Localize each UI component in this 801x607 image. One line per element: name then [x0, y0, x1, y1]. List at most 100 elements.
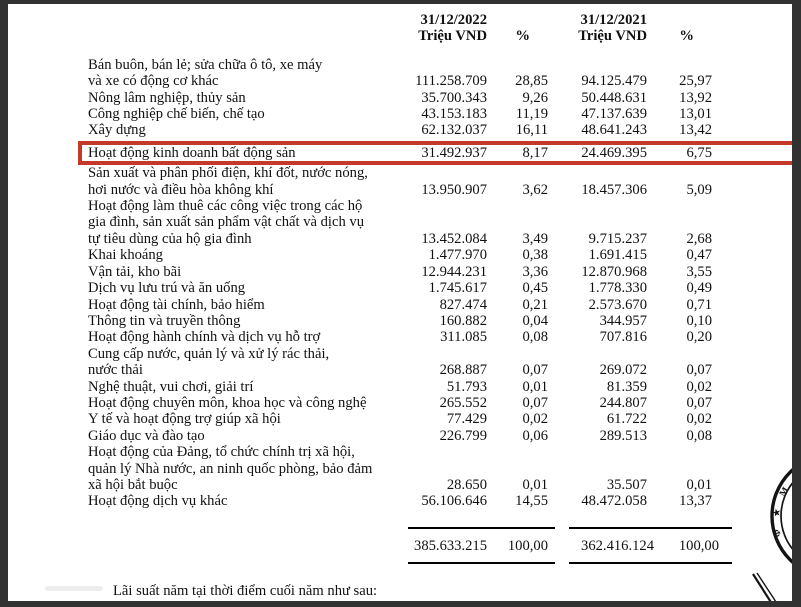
- row-value-2022: 43.153.183: [421, 106, 487, 123]
- row-label-line: quản lý Nhà nước, an ninh quốc phòng, bả…: [88, 460, 373, 477]
- row-pct-2021: 13,01: [679, 106, 712, 123]
- document-page: 31/12/2022 Triệu VND % 31/12/2021 Triệu …: [8, 4, 792, 601]
- row-label-line: Hoạt động dịch vụ khác: [88, 493, 228, 510]
- row-label-line: Nông lâm nghiệp, thủy sản: [88, 89, 246, 106]
- row-value-2021: 269.072: [599, 362, 647, 379]
- row-value-2022: 160.882: [439, 312, 487, 329]
- row-pct-2022: 0,04: [522, 312, 548, 329]
- row-pct-2022: 3,49: [522, 230, 548, 247]
- row-value-2021: 50.448.631: [581, 89, 647, 106]
- row-label-line: Công nghiệp chế biến, chế tạo: [88, 106, 265, 123]
- row-pct-2022: 0,08: [522, 329, 548, 346]
- table-row: Bán buôn, bán lẻ; sửa chữa ô tô, xe máy v…: [88, 57, 792, 90]
- row-pct-2022: 14,55: [515, 493, 548, 510]
- total-value-2021: 362.416.124: [581, 537, 654, 554]
- row-pct-2021: 25,97: [679, 73, 712, 90]
- total-pct-2021: 100,00: [678, 537, 719, 554]
- row-pct-2021: 0,02: [686, 378, 712, 395]
- row-pct-2021: 0,20: [686, 329, 712, 346]
- row-pct-2022: 0,38: [522, 247, 548, 264]
- row-pct-2022: 11,19: [515, 106, 548, 123]
- table-row: Hoạt động làm thuê các công việc trong c…: [88, 198, 792, 247]
- row-value-2021: 289.513: [599, 427, 647, 444]
- table-row: Dịch vụ lưu trú và ăn uống 1.745.617 0,45 1…: [88, 280, 792, 296]
- row-value-2022: 1.745.617: [428, 280, 487, 297]
- table-row: Hoạt động hành chính và dịch vụ hỗ trợ 31…: [88, 329, 792, 345]
- row-value-2021: 1.778.330: [588, 280, 647, 297]
- row-pct-2021: 6,75: [686, 144, 712, 161]
- row-label: Hoạt động dịch vụ khác: [88, 493, 388, 509]
- row-label-line: hơi nước và điều hòa không khí: [88, 181, 274, 198]
- row-label-line: Xây dựng: [88, 122, 146, 139]
- row-pct-2022: 3,36: [522, 263, 548, 280]
- row-label: Dịch vụ lưu trú và ăn uống: [88, 280, 388, 296]
- totals-group-2022: 385.633.215 100,00: [408, 526, 555, 565]
- row-pct-2022: 0,45: [522, 280, 548, 297]
- row-label: Hoạt động hành chính và dịch vụ hỗ trợ: [88, 329, 388, 345]
- row-pct-2021: 13,37: [679, 493, 712, 510]
- row-pct-2021: 13,92: [679, 89, 712, 106]
- row-label-line: Sản xuất và phân phối điện, khí đốt, nướ…: [88, 165, 368, 182]
- row-label-line: Cung cấp nước, quản lý và xử lý rác thải…: [88, 345, 330, 362]
- row-pct-2022: 0,07: [522, 394, 548, 411]
- row-value-2021: 47.137.639: [581, 106, 647, 123]
- row-label: Cung cấp nước, quản lý và xử lý rác thải…: [88, 346, 388, 379]
- row-label-line: Khai khoáng: [88, 247, 163, 264]
- row-value-2022: 311.085: [440, 329, 487, 346]
- row-label-line: Thông tin và truyền thông: [88, 312, 241, 329]
- row-value-2022: 31.492.937: [421, 144, 487, 161]
- header-unit-2021: Triệu VND: [578, 28, 647, 45]
- row-label: Sản xuất và phân phối điện, khí đốt, nướ…: [88, 165, 388, 198]
- row-pct-2021: 5,09: [686, 181, 712, 198]
- row-pct-2022: 9,26: [522, 89, 548, 106]
- row-label: Y tế và hoạt động trợ giúp xã hội: [88, 411, 388, 427]
- table-row: Hoạt động của Đảng, tổ chức chính trị xã…: [88, 444, 792, 493]
- row-label-line: Hoạt động tài chính, bảo hiểm: [88, 296, 265, 313]
- row-label: Thông tin và truyền thông: [88, 313, 388, 329]
- header-period-2022: 31/12/2022: [420, 12, 487, 28]
- row-label-line: Hoạt động của Đảng, tổ chức chính trị xã…: [88, 444, 355, 461]
- row-value-2021: 707.816: [599, 329, 647, 346]
- header-unit-2022: Triệu VND: [418, 28, 487, 45]
- totals-group-2021: 362.416.124 100,00: [569, 526, 732, 565]
- row-pct-2021: 0,08: [686, 427, 712, 444]
- row-label: Hoạt động chuyên môn, khoa học và công n…: [88, 395, 388, 411]
- row-label-line: Dịch vụ lưu trú và ăn uống: [88, 280, 246, 297]
- table-row: Giáo dục và đào tạo 226.799 0,06 289.513 0,0…: [88, 428, 792, 444]
- seal-stamp-icon: M ★ Φ: [752, 468, 792, 601]
- row-pct-2022: 0,21: [522, 296, 548, 313]
- row-value-2021: 48.472.058: [581, 493, 647, 510]
- row-value-2022: 13.950.907: [421, 181, 487, 198]
- row-pct-2021: 0,01: [686, 476, 712, 493]
- table-row: Sản xuất và phân phối điện, khí đốt, nướ…: [88, 165, 792, 198]
- footer-note: Lãi suất năm tại thời điểm cuối năm như …: [113, 583, 378, 600]
- row-pct-2021: 13,42: [679, 122, 712, 139]
- row-label-line: gia đình, sản xuất sản phẩm vật chất và …: [88, 214, 364, 231]
- row-value-2021: 35.507: [606, 476, 647, 493]
- row-label-line: xã hội bắt buộc: [88, 476, 178, 493]
- row-label: Nghệ thuật, vui chơi, giải trí: [88, 379, 388, 395]
- table-row: Thông tin và truyền thông 160.882 0,04 344.…: [88, 313, 792, 329]
- row-label-line: Hoạt động kinh doanh bất động sản: [88, 144, 296, 161]
- row-label: Hoạt động tài chính, bảo hiểm: [88, 297, 388, 313]
- scan-smudge: [45, 586, 103, 591]
- total-pct-2022: 100,00: [507, 537, 548, 554]
- row-pct-2021: 0,47: [686, 247, 712, 264]
- row-label: Hoạt động làm thuê các công việc trong c…: [88, 198, 388, 247]
- table-row: Hoạt động dịch vụ khác 56.106.646 14,55 48.…: [88, 493, 792, 509]
- row-pct-2022: 0,07: [522, 362, 548, 379]
- signature-stroke: [752, 572, 777, 601]
- header-col-2022: 31/12/2022 Triệu VND: [388, 12, 487, 45]
- row-pct-2022: 16,11: [515, 122, 548, 139]
- header-period-2021: 31/12/2021: [580, 12, 647, 28]
- row-label: Nông lâm nghiệp, thủy sản: [88, 90, 388, 106]
- row-value-2022: 265.552: [439, 394, 487, 411]
- row-value-2021: 81.359: [606, 378, 647, 395]
- row-value-2021: 12.870.968: [581, 263, 647, 280]
- row-label: Công nghiệp chế biến, chế tạo: [88, 106, 388, 122]
- table-row: Nghệ thuật, vui chơi, giải trí 51.793 0,01…: [88, 379, 792, 395]
- row-label-line: Vận tải, kho bãi: [88, 263, 182, 280]
- row-value-2021: 244.807: [599, 394, 647, 411]
- totals-row: 385.633.215 100,00 362.416.124 100,00: [88, 526, 792, 565]
